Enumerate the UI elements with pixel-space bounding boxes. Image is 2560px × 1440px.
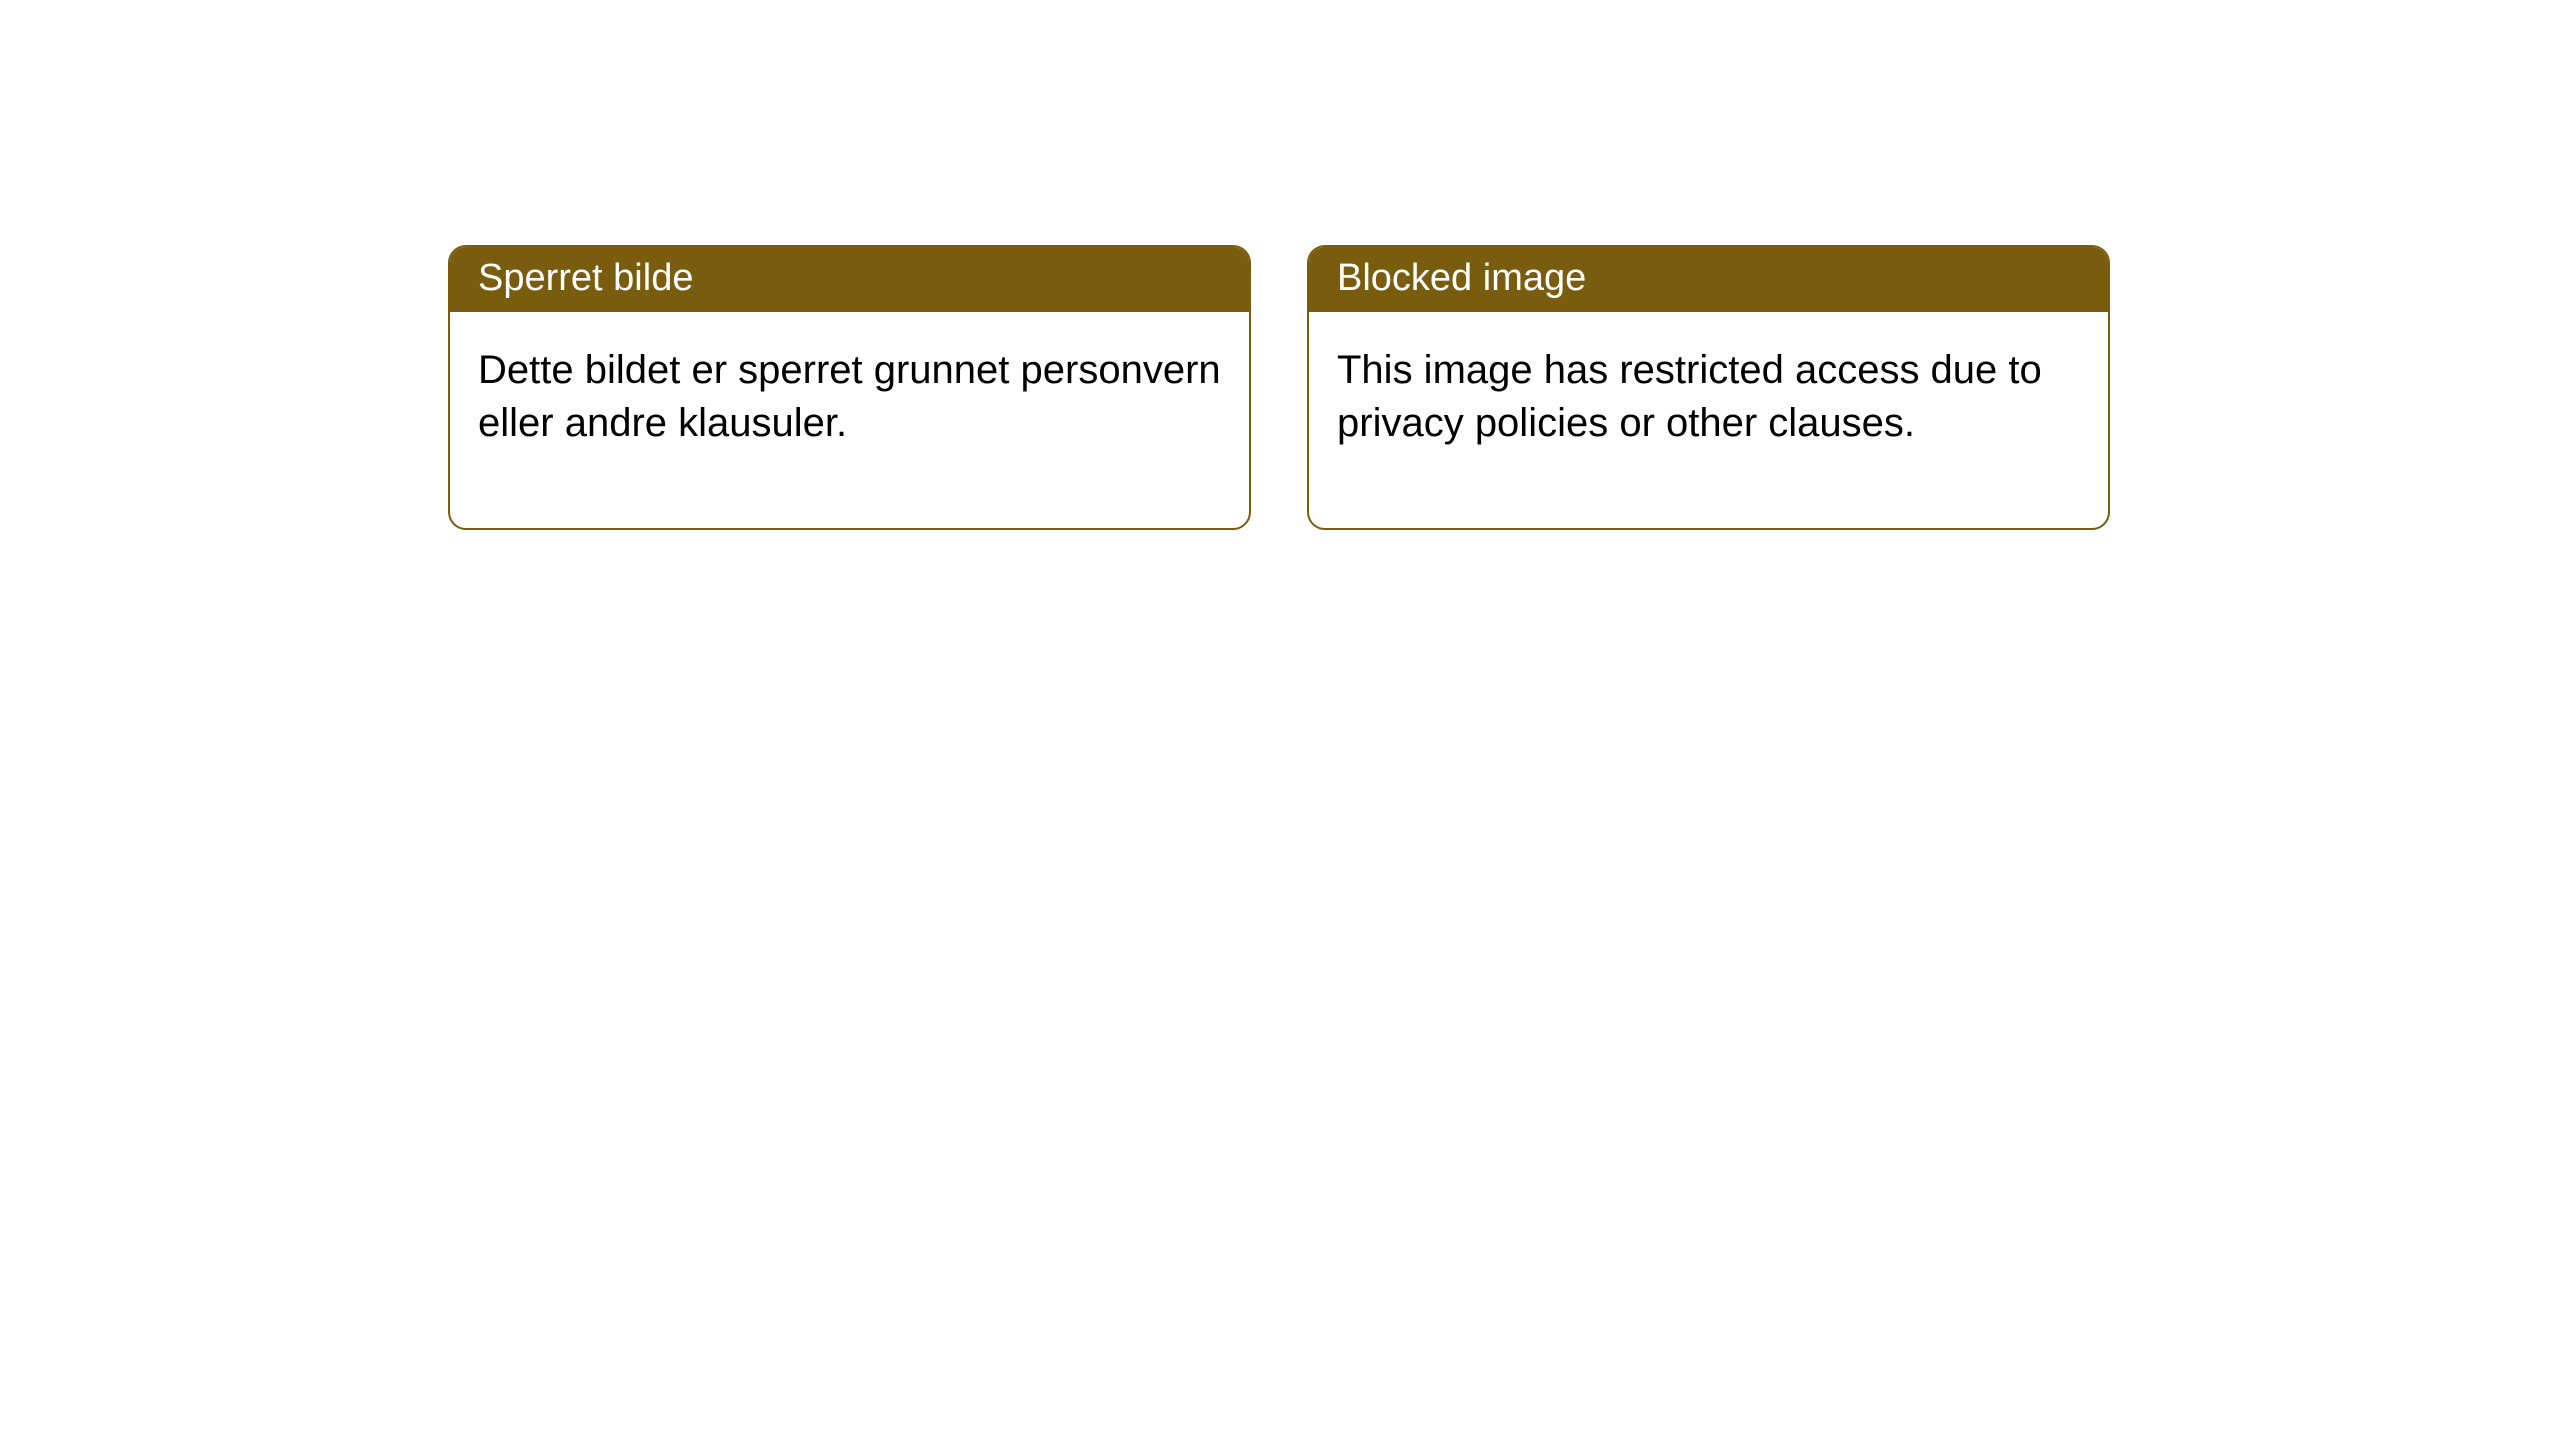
- notice-container: Sperret bilde Dette bildet er sperret gr…: [0, 0, 2560, 530]
- card-body-no: Dette bildet er sperret grunnet personve…: [450, 312, 1249, 528]
- card-body-en: This image has restricted access due to …: [1309, 312, 2108, 528]
- blocked-image-card-en: Blocked image This image has restricted …: [1307, 245, 2110, 530]
- card-header-no: Sperret bilde: [450, 247, 1249, 312]
- card-header-en: Blocked image: [1309, 247, 2108, 312]
- blocked-image-card-no: Sperret bilde Dette bildet er sperret gr…: [448, 245, 1251, 530]
